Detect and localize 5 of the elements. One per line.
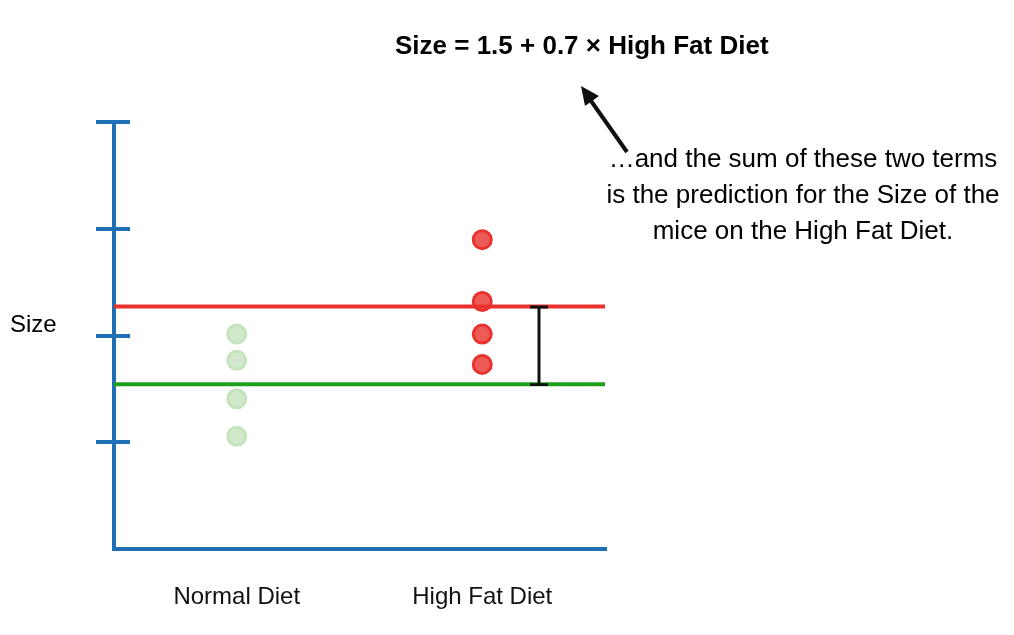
x-tick-label: High Fat Diet [412,582,553,610]
text: …and the sum of these two terms is the prediction for the Size of the mice on the High Fat Diet. [605,142,1001,247]
chart-title: Size = 1.5 + 0.7 × High Fat Diet [395,30,769,61]
y-axis-title: Size [10,310,57,338]
x-tick-label: Normal Diet [173,582,301,610]
